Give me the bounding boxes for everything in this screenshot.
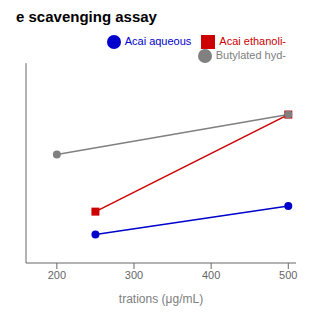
svg-text:400: 400 [202,269,220,281]
html-text:Acai aqueous: Acai aqueous [124,35,192,47]
html-text:e scavenging assay: e scavenging assay [16,8,157,25]
svg-text:500: 500 [279,269,297,281]
svg-text:300: 300 [125,269,143,281]
html-text:Acai ethanoli-: Acai ethanoli- [219,35,286,47]
html-text:Butylated hyd-: Butylated hyd- [215,49,286,62]
svg-text:200: 200 [48,269,66,281]
svg-text:trations (μg/mL): trations (μg/mL) [119,292,203,306]
